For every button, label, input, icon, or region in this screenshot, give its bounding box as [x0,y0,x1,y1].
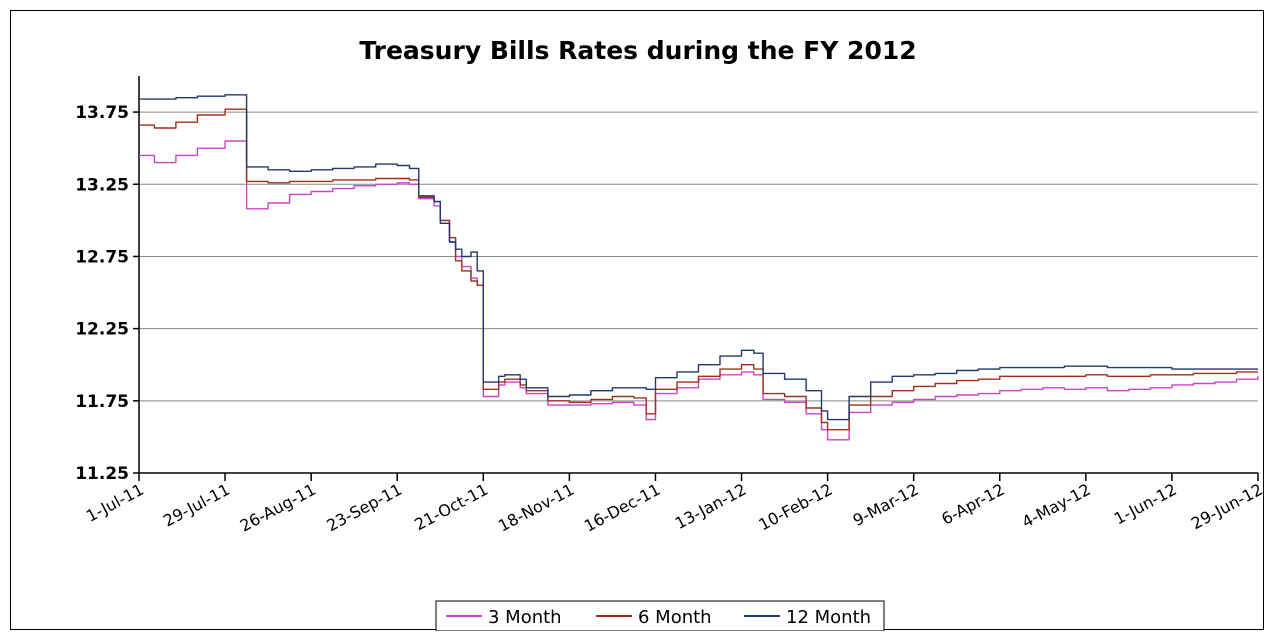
series-line-12-month [139,94,1258,421]
gridlines [139,111,1258,402]
y-tick-label: 11.75 [75,392,129,412]
legend-label: 6 Month [638,607,712,628]
series-line-6-month [139,108,1258,431]
x-tick-label: 29-Jun-12 [1188,480,1265,533]
x-tick-label: 10-Feb-12 [755,480,835,535]
legend-label: 3 Month [488,607,562,628]
x-tick-label: 26-Aug-11 [237,480,319,536]
x-tick-label: 1-Jun-12 [1111,480,1180,529]
x-tick-label: 29-Jul-11 [160,480,233,531]
x-tick-label: 23-Sep-11 [323,480,405,535]
y-tick-label: 11.25 [75,464,129,484]
x-tick-label: 18-Nov-11 [495,480,577,536]
series-line-3-month [139,140,1259,441]
x-tick-label: 1-Jul-11 [83,480,147,526]
chart-canvas: Treasury Bills Rates during the FY 2012 … [75,36,1265,631]
legend-box [435,600,885,631]
y-tick-label: 13.25 [75,175,129,195]
y-tick-label: 12.75 [75,247,129,267]
x-tick-label: 16-Dec-11 [581,480,663,536]
x-tick-label: 4-May-12 [1019,480,1094,532]
x-tick-label: 13-Jan-12 [672,480,750,533]
x-tick-label: 21-Oct-11 [411,480,491,535]
chart-title: Treasury Bills Rates during the FY 2012 [359,36,916,65]
y-tick-labels: 11.25 11.75 12.25 12.75 13.25 13.75 [75,103,129,484]
series-lines [139,94,1259,441]
chart-frame: Treasury Bills Rates during the FY 2012 … [10,10,1265,631]
y-tick-label: 13.75 [75,103,129,123]
x-tick-labels: 1-Jul-11 29-Jul-11 26-Aug-11 23-Sep-11 21-Oc… [83,480,1265,536]
x-tick-label: 6-Apr-12 [938,480,1007,529]
legend-label: 12 Month [786,607,871,628]
axes [133,76,1259,481]
legend: 3 Month 6 Month 12 Month [435,600,885,631]
y-tick-label: 12.25 [75,320,129,340]
x-tick-label: 9-Mar-12 [850,480,922,530]
